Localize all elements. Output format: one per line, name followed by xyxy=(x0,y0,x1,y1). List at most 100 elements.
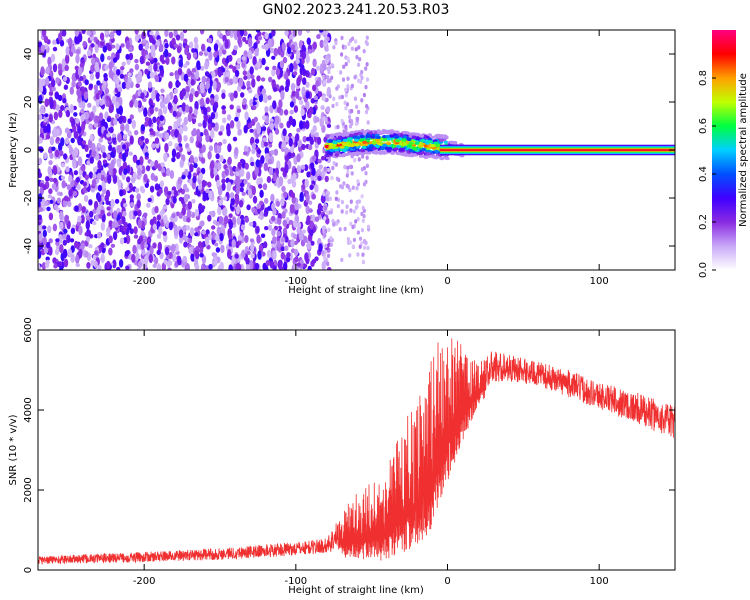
spectrogram-cell xyxy=(204,61,209,70)
spectrogram-cell xyxy=(220,67,226,73)
spectrogram-cell xyxy=(75,176,81,183)
spectrogram-cell xyxy=(144,121,149,127)
spectrogram-cell xyxy=(105,200,110,206)
spectrogram-cell xyxy=(134,130,139,136)
spectrogram-cell xyxy=(279,60,285,69)
spectrogram-cell xyxy=(351,185,355,190)
spectrogram-cell xyxy=(229,192,235,199)
spectrogram-cell xyxy=(409,154,415,158)
spectrogram-cell xyxy=(123,203,128,208)
spectrogram-cell xyxy=(223,207,228,216)
spectrogram-cell xyxy=(362,140,367,144)
spectrogram-cell xyxy=(183,38,188,44)
spectrogram-cell xyxy=(288,137,293,147)
spectrogram-cell xyxy=(348,187,352,193)
spectrogram-cell xyxy=(181,174,186,180)
spectrogram-cell xyxy=(46,206,51,212)
spectrogram-cell xyxy=(200,167,206,175)
spectrogram-cell xyxy=(74,205,79,212)
spectrogram-cell xyxy=(296,128,301,133)
spectrogram-cell xyxy=(127,130,132,137)
spectrogram-cell xyxy=(449,141,455,145)
spectrogram-cell xyxy=(219,261,224,270)
spectrogram-cell xyxy=(284,135,290,143)
spectrogram-cell xyxy=(52,165,57,173)
spectrogram-cell xyxy=(156,263,162,270)
spectrogram-cell xyxy=(197,122,203,127)
spectrogram-cell xyxy=(350,152,355,156)
spectrogram-cell xyxy=(77,156,83,167)
spectrogram-cell xyxy=(179,31,185,41)
spectrogram-cell xyxy=(158,133,164,139)
spectrogram-cell xyxy=(263,162,268,172)
spectrogram-cell xyxy=(183,241,188,248)
spectrogram-cell xyxy=(197,184,203,191)
spectrogram-cell xyxy=(218,216,223,223)
spectrogram-cell xyxy=(396,152,402,156)
spectrogram-cell xyxy=(246,171,251,181)
spectrogram-cell xyxy=(198,172,204,181)
spectrogram-cell xyxy=(151,39,157,45)
spectrogram-cell xyxy=(232,48,237,56)
spectrogram-cell xyxy=(332,161,336,166)
spectrogram-cell xyxy=(38,172,42,179)
spectrogram-cell xyxy=(185,225,191,231)
spectrogram-cell xyxy=(70,227,76,235)
spectrogram-cell xyxy=(354,205,358,210)
spectrogram-cell xyxy=(312,84,317,92)
spectrogram-cell xyxy=(202,190,207,200)
spectrogram-cell xyxy=(59,210,64,221)
spectrogram-cell xyxy=(141,165,146,175)
spectrogram-cell xyxy=(256,203,261,210)
spectrogram-cell xyxy=(108,144,113,152)
spectrogram-cell xyxy=(214,94,219,102)
snr-xlabel: Height of straight line (km) xyxy=(288,585,424,596)
spectrogram-cell xyxy=(41,78,46,87)
spectrogram-cell xyxy=(217,206,222,216)
spectrogram-cell xyxy=(361,205,365,211)
spectrogram-cell xyxy=(332,222,336,227)
spectrogram-cell xyxy=(38,94,43,105)
spectrogram-cell xyxy=(243,145,249,153)
spectrogram-cell xyxy=(249,238,255,243)
spectrogram-cell xyxy=(42,229,47,238)
spectrogram-cell xyxy=(381,130,387,134)
spectrogram-cell xyxy=(125,123,130,133)
spectrogram-cell xyxy=(269,47,275,53)
spectrogram-cell xyxy=(221,105,226,110)
spectrogram-cell xyxy=(239,30,245,37)
spectrogram-cell xyxy=(155,92,161,102)
spectrogram-cell xyxy=(427,133,433,137)
spectrogram-cell xyxy=(136,193,141,201)
spectrogram-cell xyxy=(163,152,168,162)
spectrogram-cell xyxy=(257,215,263,220)
spectrogram-cell xyxy=(275,200,281,207)
spectrogram-cell xyxy=(193,162,198,169)
spectrogram-cell xyxy=(324,249,328,254)
spectrogram-cell xyxy=(101,179,106,190)
spectrogram-cell xyxy=(306,215,311,225)
spectrogram-cell xyxy=(346,56,350,61)
spectrogram-cell xyxy=(300,67,305,72)
spectrogram-cell xyxy=(197,241,203,249)
spectrogram-cell xyxy=(129,114,134,120)
spectrogram-cell xyxy=(322,96,326,101)
spectrogram-cell xyxy=(61,180,66,189)
spectrogram-cell xyxy=(244,162,249,170)
spectrogram-cell xyxy=(70,137,75,144)
spectrogram-cell xyxy=(185,44,190,49)
spectrogram-cell xyxy=(112,259,117,269)
spectrogram-cell xyxy=(211,252,216,257)
spectrogram-cell xyxy=(77,125,82,134)
spectrogram-cell xyxy=(359,138,364,142)
spectrogram-cell xyxy=(48,188,53,195)
spectrogram-cell xyxy=(60,162,66,168)
spectrogram-cell xyxy=(66,234,71,244)
spectrogram-cell xyxy=(284,71,289,80)
spectrogram-cell xyxy=(89,210,94,218)
spectrogram-cell xyxy=(360,167,364,172)
spectrogram-cell xyxy=(364,66,368,71)
spectrogram-cell xyxy=(88,199,93,206)
spectrogram-cell xyxy=(163,186,169,195)
